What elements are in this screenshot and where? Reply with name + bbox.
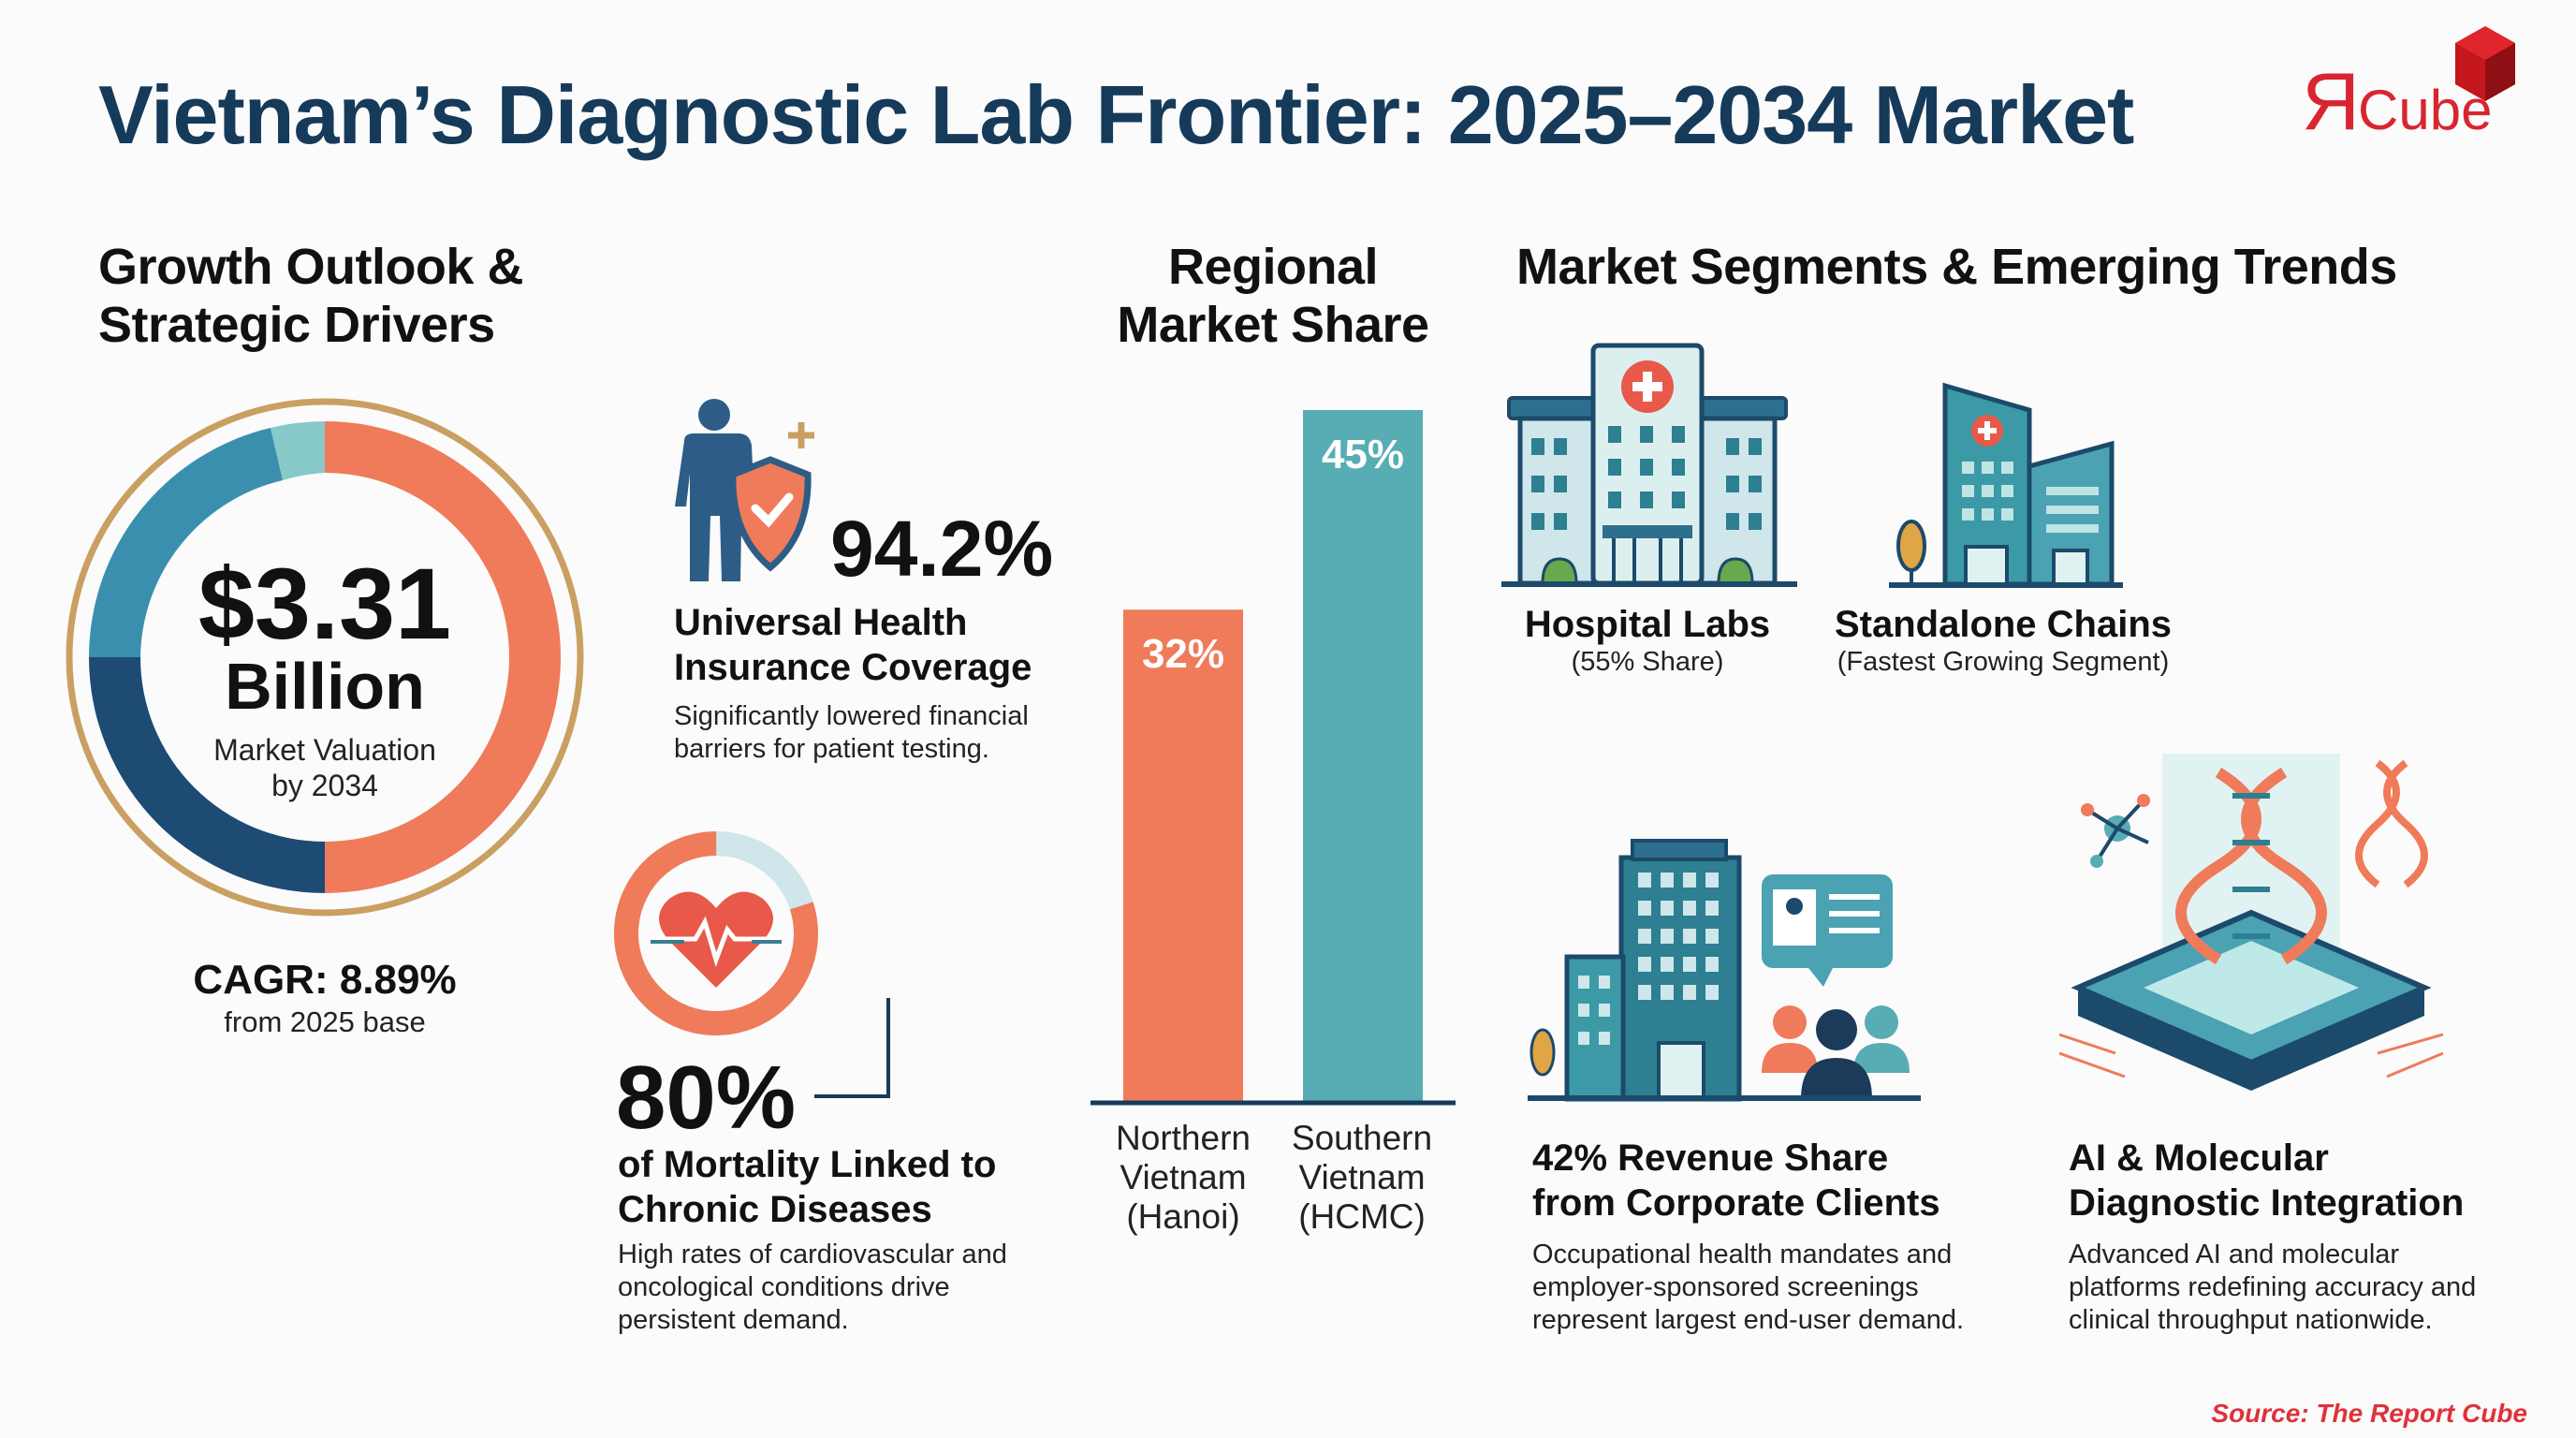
mortality-desc: High rates of cardiovascular and oncolog… xyxy=(618,1239,1007,1337)
source-credit: Source: The Report Cube xyxy=(2211,1399,2527,1428)
valuation-label-line2: by 2034 xyxy=(271,769,378,802)
corporate-title-line1: 42% Revenue Share xyxy=(1532,1137,1889,1179)
chart-title-line2: Market Share xyxy=(1117,297,1429,353)
gold-ring xyxy=(66,398,584,917)
mortality-desc-line3: persistent demand. xyxy=(618,1305,849,1335)
corporate-office-icon xyxy=(1528,839,1921,1102)
ai-molecular-title: AI & Molecular Diagnostic Integration xyxy=(2069,1136,2464,1225)
insurance-title-line2: Insurance Coverage xyxy=(674,647,1032,688)
growth-heading: Growth Outlook & Strategic Drivers xyxy=(98,238,523,354)
x-tick-label-north: Northern Vietnam (Hanoi) xyxy=(1066,1119,1300,1237)
chart-title: Regional Market Share xyxy=(1039,238,1507,354)
chart-title-line1: Regional xyxy=(1167,239,1379,295)
ai-title-line1: AI & Molecular xyxy=(2069,1137,2329,1179)
ai-desc-line2: platforms redefining accuracy and xyxy=(2069,1272,2477,1302)
valuation-value: $3.31 xyxy=(198,547,452,660)
dna-chip-icon xyxy=(2059,754,2443,1091)
corporate-desc-line1: Occupational health mandates and xyxy=(1532,1240,1953,1269)
x-tick-line: (HCMC) xyxy=(1298,1197,1426,1236)
bar-southern xyxy=(1303,410,1423,1101)
x-tick-label-south: Southern Vietnam (HCMC) xyxy=(1245,1119,1479,1237)
corporate-clients-title: 42% Revenue Share from Corporate Clients xyxy=(1532,1136,1940,1225)
mortality-title-line2: Chronic Diseases xyxy=(618,1189,932,1230)
insurance-desc-line2: barriers for patient testing. xyxy=(674,734,989,764)
mortality-value: 80% xyxy=(616,1048,797,1148)
corporate-desc-line3: represent largest end-user demand. xyxy=(1532,1305,1965,1335)
ai-molecular-desc: Advanced AI and molecular platforms rede… xyxy=(2069,1239,2476,1337)
donut-segment-light-teal xyxy=(271,421,325,480)
x-tick-line: Northern xyxy=(1116,1119,1251,1157)
bar-northern xyxy=(1123,609,1243,1101)
growth-heading-line1: Growth Outlook & xyxy=(98,239,523,295)
standalone-chains-subtitle: (Fastest Growing Segment) xyxy=(1837,647,2170,677)
donut-segment-navy xyxy=(89,657,325,893)
person-shield-icon xyxy=(675,399,814,581)
bar-data-label: 32% xyxy=(1142,631,1224,677)
mortality-desc-line2: oncological conditions drive xyxy=(618,1272,950,1302)
insurance-desc: Significantly lowered financial barriers… xyxy=(674,700,1029,766)
svg-text:Cube: Cube xyxy=(2358,79,2492,140)
valuation-label-line1: Market Valuation xyxy=(213,733,436,767)
hospital-labs-title: Hospital Labs xyxy=(1524,604,1771,645)
corporate-title-line2: from Corporate Clients xyxy=(1532,1182,1940,1224)
x-tick-line: Vietnam xyxy=(1298,1158,1426,1196)
standalone-chains-title: Standalone Chains xyxy=(1834,604,2173,645)
logo: Я Cube xyxy=(2298,19,2541,147)
corporate-desc-line2: employer-sponsored screenings xyxy=(1532,1272,1919,1302)
hospital-labs-subtitle: (55% Share) xyxy=(1571,647,1724,677)
svg-text:Я: Я xyxy=(2302,57,2360,140)
regional-bar-chart: 32% 45% xyxy=(1090,410,1456,1106)
insurance-desc-line1: Significantly lowered financial xyxy=(674,701,1029,731)
insurance-coverage-value: 94.2% xyxy=(830,505,1054,593)
valuation-donut xyxy=(66,398,584,917)
insurance-title: Universal Health Insurance Coverage xyxy=(674,600,1032,690)
growth-heading-line2: Strategic Drivers xyxy=(98,297,495,353)
cagr-note: from 2025 base xyxy=(224,1005,426,1038)
valuation-label: Market Valuation by 2034 xyxy=(138,732,512,803)
valuation-unit: Billion xyxy=(225,650,425,723)
mortality-title-line1: of Mortality Linked to xyxy=(618,1144,997,1185)
donut-segment-coral xyxy=(325,421,561,893)
mortality-title: of Mortality Linked to Chronic Diseases xyxy=(618,1142,996,1232)
ai-desc-line3: clinical throughput nationwide. xyxy=(2069,1305,2433,1335)
insurance-title-line1: Universal Health xyxy=(674,602,968,643)
x-tick-line: (Hanoi) xyxy=(1126,1197,1240,1236)
ai-title-line2: Diagnostic Integration xyxy=(2069,1182,2465,1224)
x-tick-line: Vietnam xyxy=(1120,1158,1247,1196)
segments-heading: Market Segments & Emerging Trends xyxy=(1516,239,2397,295)
bracket-connector xyxy=(814,998,890,1098)
mortality-desc-line1: High rates of cardiovascular and xyxy=(618,1240,1007,1269)
cube-logo-icon: Я Cube xyxy=(2302,26,2515,147)
heart-pulse-icon xyxy=(614,831,818,1035)
donut-segment-blue xyxy=(89,428,283,657)
hospital-icon xyxy=(1501,343,1797,587)
clinic-building-icon xyxy=(1889,382,2123,588)
corporate-clients-desc: Occupational health mandates and employe… xyxy=(1532,1239,1964,1337)
x-tick-line: Southern xyxy=(1291,1119,1433,1157)
bar-data-label: 45% xyxy=(1322,432,1404,477)
page-title: Vietnam’s Diagnostic Lab Frontier: 2025–… xyxy=(98,68,2134,161)
ai-desc-line1: Advanced AI and molecular xyxy=(2069,1240,2400,1269)
cagr-value: CAGR: 8.89% xyxy=(193,957,457,1003)
